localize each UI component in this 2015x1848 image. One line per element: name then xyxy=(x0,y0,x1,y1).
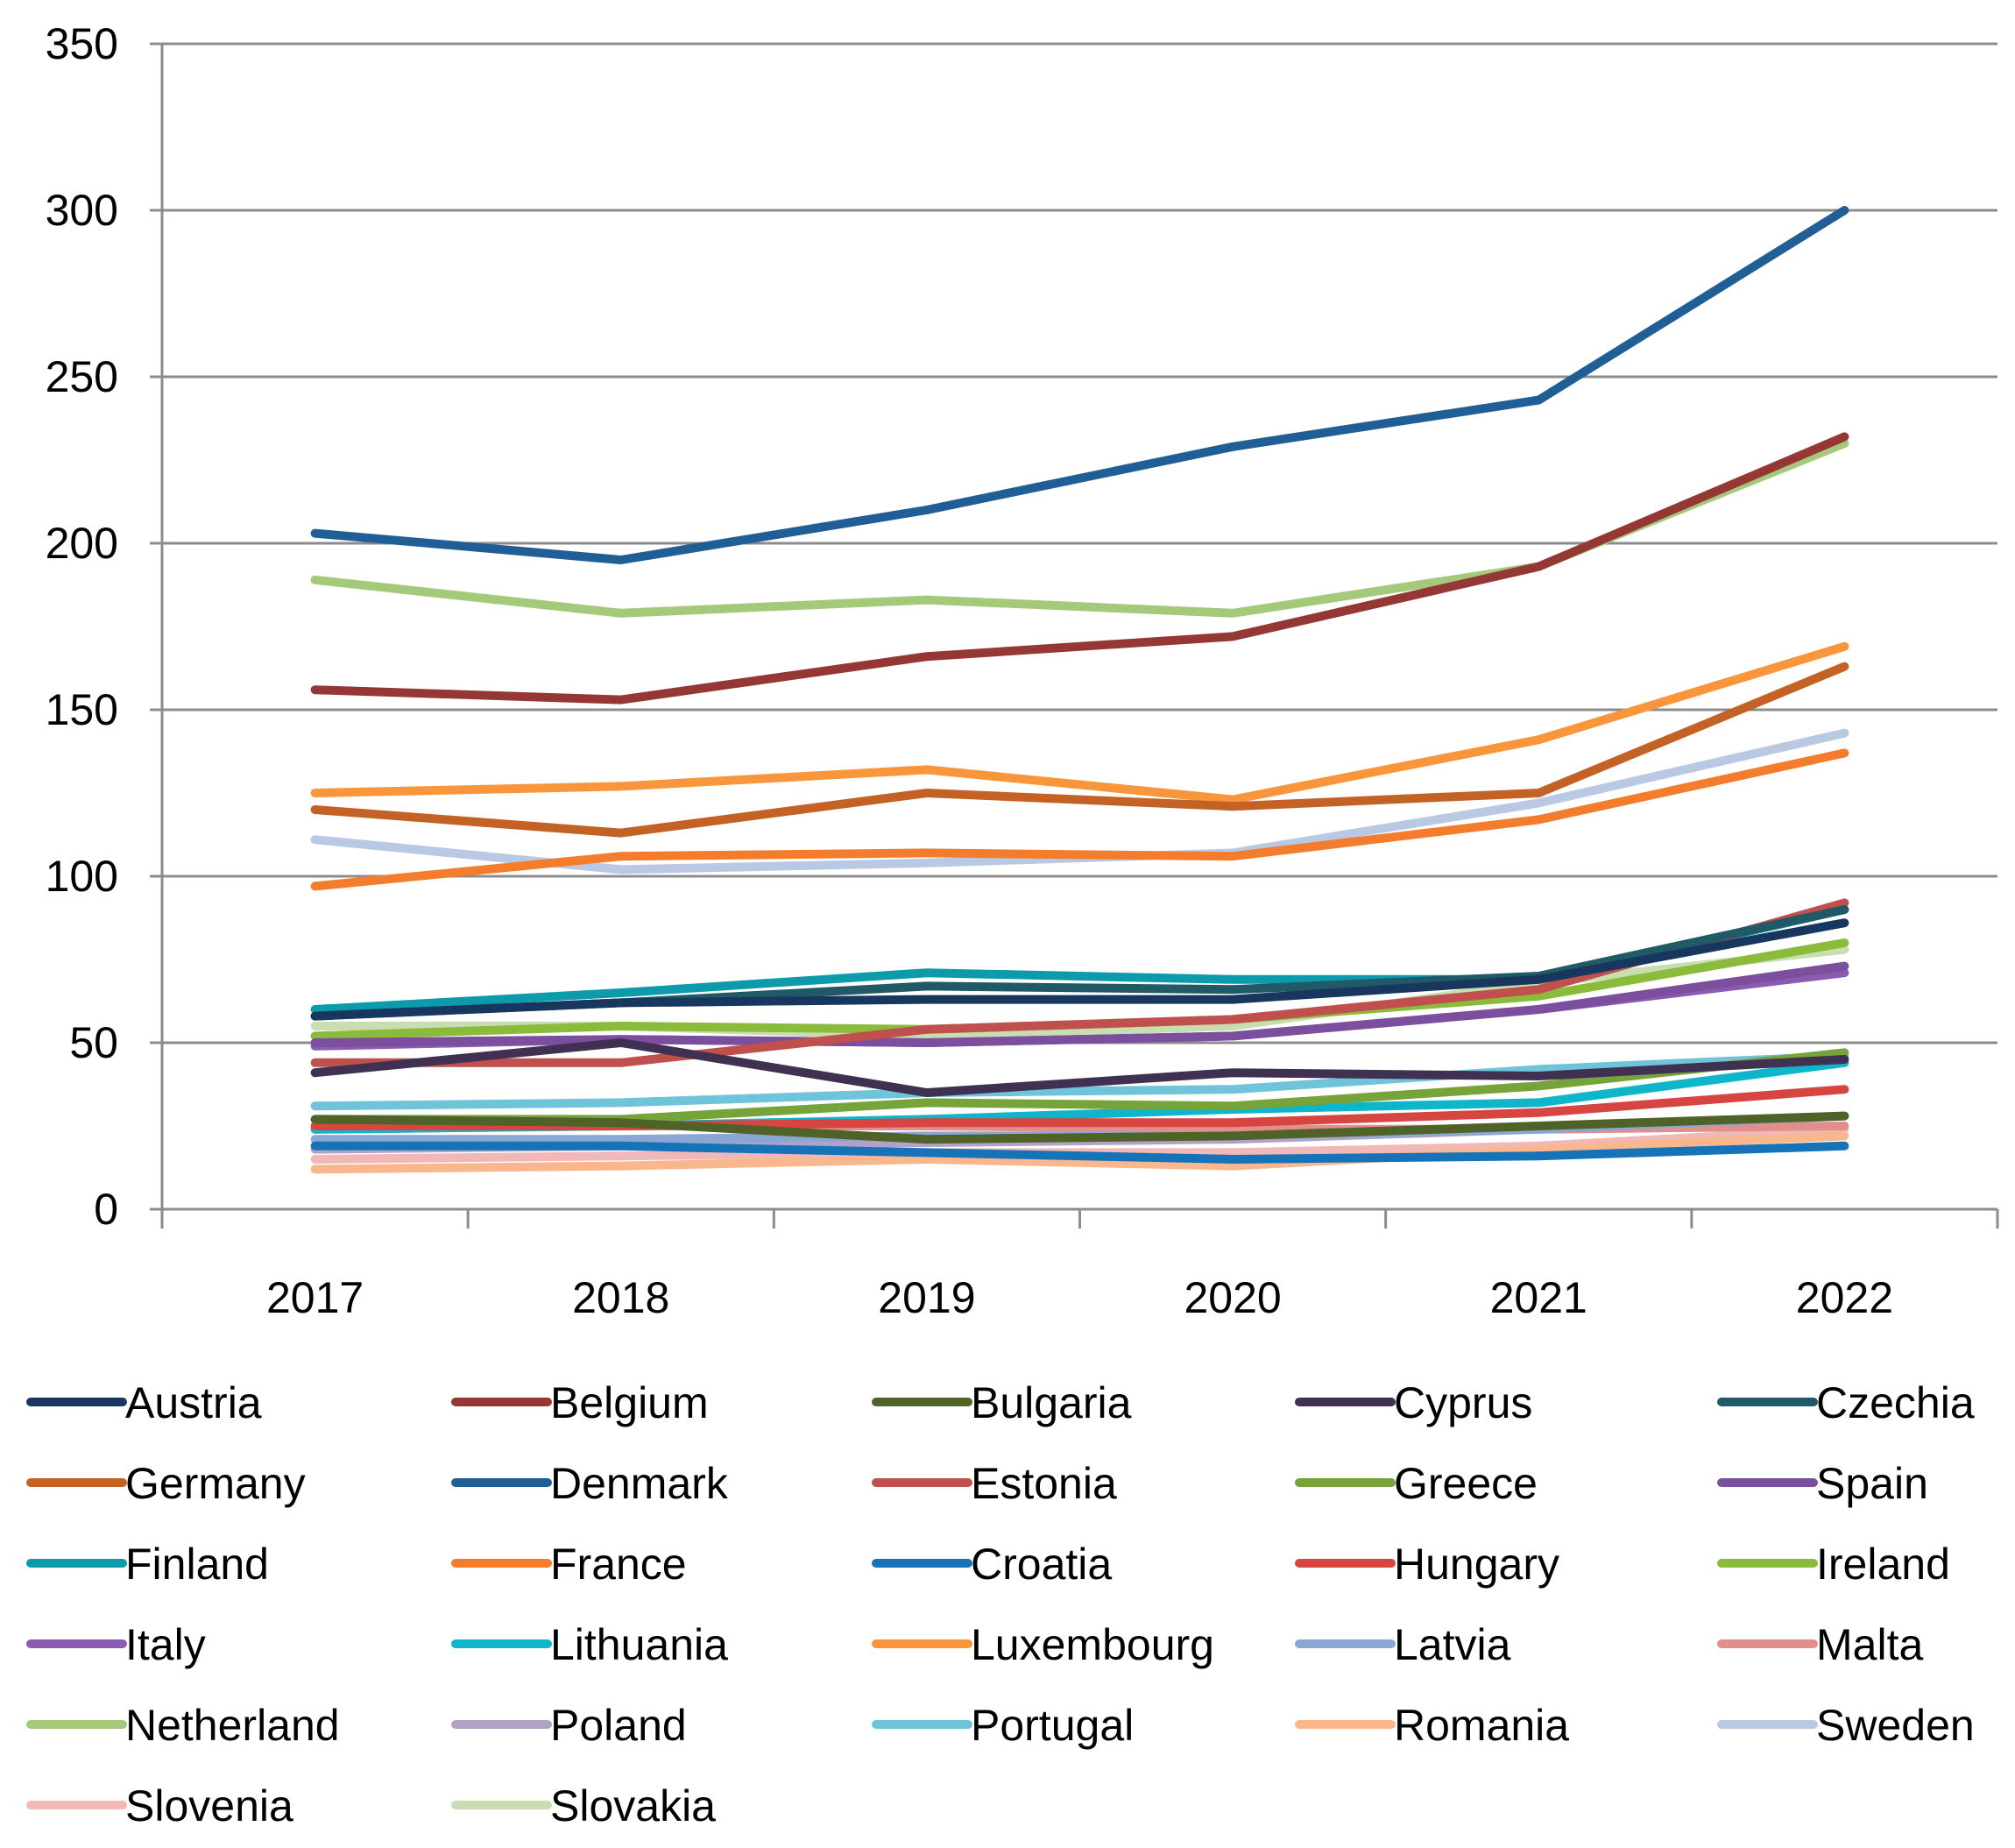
x-tick-labels: 2017 2018 2019 2020 2021 2022 xyxy=(266,1273,1893,1322)
legend-label: Belgium xyxy=(550,1378,709,1427)
legend-item-latvia: Latvia xyxy=(1295,1620,1511,1669)
legend-label: Latvia xyxy=(1394,1620,1511,1669)
legend-item-croatia: Croatia xyxy=(872,1540,1112,1589)
y-tick-label: 350 xyxy=(46,19,118,68)
legend-item-netherland: Netherland xyxy=(26,1701,340,1750)
legend-label: Bulgaria xyxy=(971,1378,1132,1427)
legend-item-poland: Poland xyxy=(451,1701,687,1750)
legend-label: Netherland xyxy=(125,1701,340,1750)
axes xyxy=(150,42,1999,1228)
legend-label: Czechia xyxy=(1816,1378,1975,1427)
y-tick-label: 200 xyxy=(46,519,118,568)
series-line-germany xyxy=(310,662,1849,838)
legend-label: Croatia xyxy=(971,1540,1112,1589)
series-line-romania xyxy=(310,1131,1849,1174)
legend-label: Germany xyxy=(125,1459,306,1508)
series-lines xyxy=(310,206,1849,1174)
legend-label: Cyprus xyxy=(1394,1378,1532,1427)
legend-label: Greece xyxy=(1394,1459,1538,1508)
legend-item-cyprus: Cyprus xyxy=(1295,1378,1532,1427)
legend-item-austria: Austria xyxy=(26,1378,262,1427)
x-tick-label: 2021 xyxy=(1490,1273,1587,1322)
legend-item-slovenia: Slovenia xyxy=(26,1781,293,1830)
y-tick-label: 150 xyxy=(46,685,118,734)
x-tick-label: 2019 xyxy=(878,1273,975,1322)
legend-label: Sweden xyxy=(1816,1701,1975,1750)
y-tick-labels: 0 50 100 150 200 250 300 350 xyxy=(46,19,118,1234)
legend-label: Romania xyxy=(1394,1701,1569,1750)
legend-item-malta: Malta xyxy=(1717,1620,1923,1669)
legend-item-slovakia: Slovakia xyxy=(451,1781,716,1830)
legend-label: Portugal xyxy=(971,1701,1134,1750)
series-line-croatia xyxy=(310,1141,1849,1164)
x-tick-label: 2022 xyxy=(1796,1273,1893,1322)
legend-label: Slovenia xyxy=(125,1781,293,1830)
legend-label: Italy xyxy=(125,1620,206,1669)
legend-item-germany: Germany xyxy=(26,1459,306,1508)
series-line-france xyxy=(310,748,1849,891)
legend-item-france: France xyxy=(451,1540,687,1589)
legend-label: Spain xyxy=(1816,1459,1928,1508)
y-tick-label: 300 xyxy=(46,186,118,235)
y-tick-label: 250 xyxy=(46,352,118,401)
legend-item-ireland: Ireland xyxy=(1717,1540,1950,1589)
y-tick-label: 50 xyxy=(69,1018,118,1067)
x-tick-label: 2020 xyxy=(1184,1273,1281,1322)
series-line-netherland xyxy=(310,439,1849,618)
series-line-luxembourg xyxy=(310,641,1849,804)
series-line-spain xyxy=(310,961,1849,1047)
legend-label: Hungary xyxy=(1394,1540,1559,1589)
x-tick-label: 2017 xyxy=(266,1273,364,1322)
legend-item-greece: Greece xyxy=(1295,1459,1538,1508)
legend-item-hungary: Hungary xyxy=(1295,1540,1559,1589)
series-line-belgium xyxy=(310,432,1849,705)
legend-label: Lithuania xyxy=(550,1620,728,1669)
legend-label: Ireland xyxy=(1816,1540,1950,1589)
legend-item-belgium: Belgium xyxy=(451,1378,709,1427)
legend-label: Slovakia xyxy=(550,1781,716,1830)
legend-item-italy: Italy xyxy=(26,1620,206,1669)
legend-label: Estonia xyxy=(971,1459,1117,1508)
legend-item-spain: Spain xyxy=(1717,1459,1928,1508)
legend-label: Austria xyxy=(125,1378,262,1427)
legend-label: Luxembourg xyxy=(971,1620,1214,1669)
legend-item-estonia: Estonia xyxy=(872,1459,1117,1508)
legend-item-luxembourg: Luxembourg xyxy=(872,1620,1214,1669)
legend-label: Poland xyxy=(550,1701,687,1750)
series-line-austria xyxy=(310,918,1849,1021)
legend-item-finland: Finland xyxy=(26,1540,269,1589)
legend-item-sweden: Sweden xyxy=(1717,1701,1975,1750)
legend-label: Malta xyxy=(1816,1620,1923,1669)
legend-item-denmark: Denmark xyxy=(451,1459,729,1508)
legend: Austria Belgium Bulgaria Cyprus Czechia Germa… xyxy=(26,1378,1975,1830)
series-line-estonia xyxy=(310,898,1849,1067)
series-line-denmark xyxy=(310,206,1849,564)
legend-item-romania: Romania xyxy=(1295,1701,1569,1750)
series-line-cyprus xyxy=(310,1038,1849,1097)
y-tick-label: 100 xyxy=(46,852,118,901)
y-tick-label: 0 xyxy=(94,1185,118,1234)
series-line-portugal xyxy=(310,1051,1849,1111)
x-tick-label: 2018 xyxy=(572,1273,669,1322)
legend-label: Finland xyxy=(125,1540,269,1589)
legend-item-czechia: Czechia xyxy=(1717,1378,1975,1427)
legend-label: Denmark xyxy=(550,1459,729,1508)
series-line-bulgaria xyxy=(310,1111,1849,1144)
legend-label: France xyxy=(550,1540,687,1589)
legend-item-portugal: Portugal xyxy=(872,1701,1134,1750)
legend-item-bulgaria: Bulgaria xyxy=(872,1378,1132,1427)
legend-item-lithuania: Lithuania xyxy=(451,1620,728,1669)
